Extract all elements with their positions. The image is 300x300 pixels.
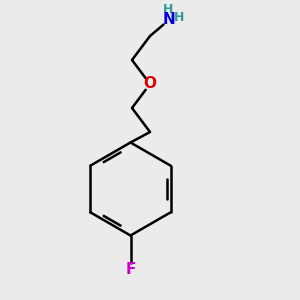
Text: O: O xyxy=(143,76,157,92)
Text: F: F xyxy=(125,262,136,278)
Text: H: H xyxy=(174,11,184,24)
Text: N: N xyxy=(163,12,176,27)
Text: H: H xyxy=(163,3,173,16)
